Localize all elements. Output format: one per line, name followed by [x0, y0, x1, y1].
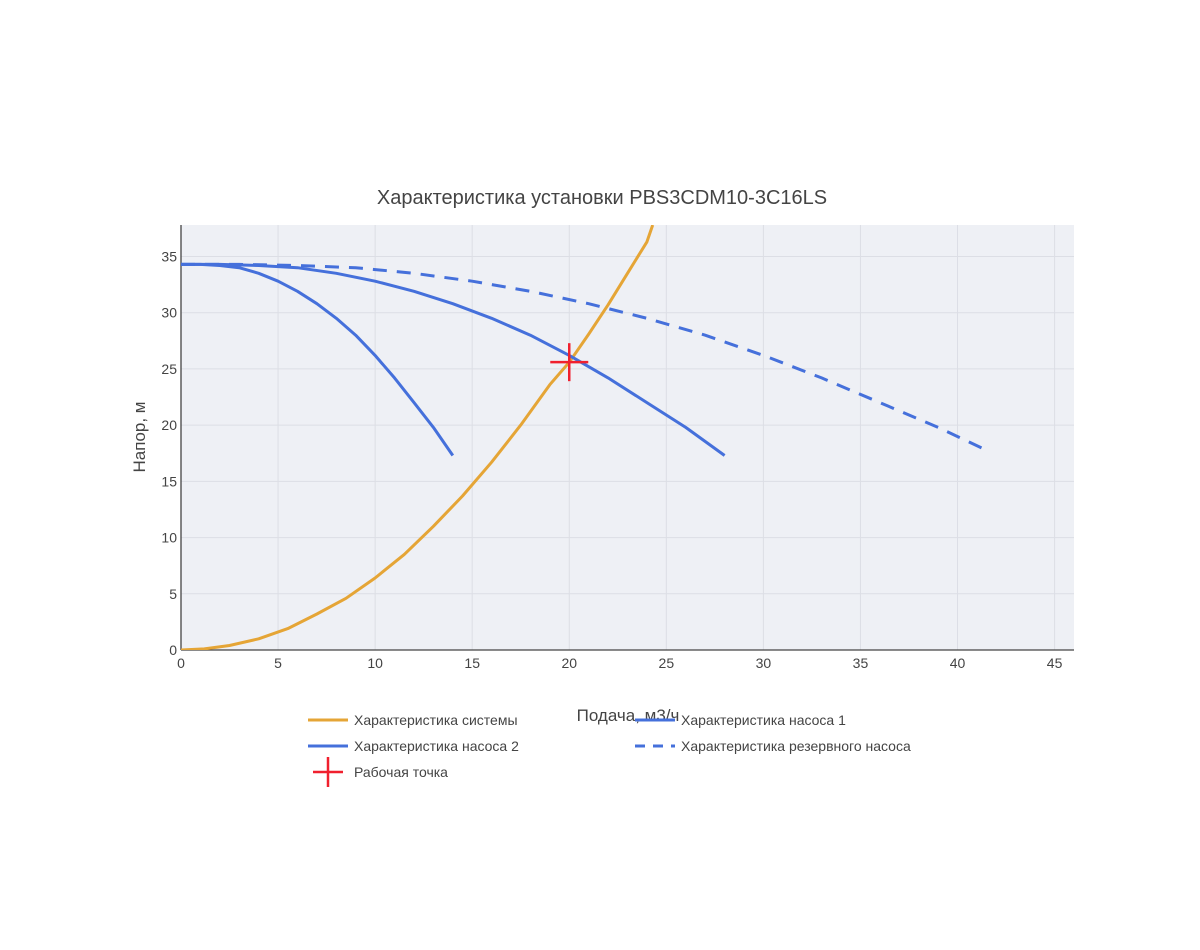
x-tick-label: 30	[756, 655, 772, 671]
x-axis: 0 5 10 15 20 25 30 35 40 45	[177, 655, 1062, 671]
legend-label: Рабочая точка	[354, 764, 448, 780]
y-tick-label: 20	[161, 417, 177, 433]
series-line-2	[181, 262, 455, 457]
x-tick-label: 20	[561, 655, 577, 671]
y-tick-label: 5	[169, 586, 177, 602]
y-tick-label: 0	[169, 642, 177, 658]
y-tick-label: 30	[161, 305, 177, 321]
x-tick-label: 5	[274, 655, 282, 671]
plot-area	[180, 225, 1074, 651]
x-tick-label: 25	[659, 655, 675, 671]
x-tick-label: 10	[367, 655, 383, 671]
y-tick-label: 15	[161, 473, 177, 489]
legend-symbol-cross	[313, 757, 343, 787]
series-line-4	[181, 262, 992, 454]
y-tick-label: 35	[161, 248, 177, 264]
series-line-1	[181, 225, 655, 650]
operating-point-marker	[550, 343, 589, 382]
y-axis: 0 5 10 15 20 25 30 35	[161, 248, 177, 658]
legend-item-5[interactable]: Рабочая точка	[313, 757, 448, 787]
x-tick-label: 0	[177, 655, 185, 671]
chart-title: Характеристика установки PBS3CDM10-3C16L…	[377, 187, 827, 209]
legend-label: Характеристика насоса 2	[354, 738, 519, 754]
y-axis-title: Напор, м	[130, 402, 149, 473]
x-tick-label: 40	[950, 655, 966, 671]
legend-item-4[interactable]: Характеристика резервного насоса	[635, 738, 911, 754]
plot-background	[181, 225, 1074, 650]
legend-label: Характеристика системы	[354, 712, 518, 728]
legend-label: Характеристика резервного насоса	[681, 738, 911, 754]
legend-label: Характеристика насоса 1	[681, 712, 846, 728]
x-tick-label: 35	[853, 655, 869, 671]
legend: Характеристика системы Характеристика нас…	[308, 712, 911, 787]
legend-item-1[interactable]: Характеристика системы	[308, 712, 518, 728]
x-tick-label: 15	[464, 655, 480, 671]
legend-item-2[interactable]: Характеристика насоса 1	[635, 712, 846, 728]
y-tick-label: 10	[161, 530, 177, 546]
x-tick-label: 45	[1047, 655, 1063, 671]
series-line-3	[181, 262, 726, 457]
legend-item-3[interactable]: Характеристика насоса 2	[308, 738, 519, 754]
x-axis-title: Подача, м3/ч	[577, 706, 680, 725]
y-tick-label: 25	[161, 361, 177, 377]
